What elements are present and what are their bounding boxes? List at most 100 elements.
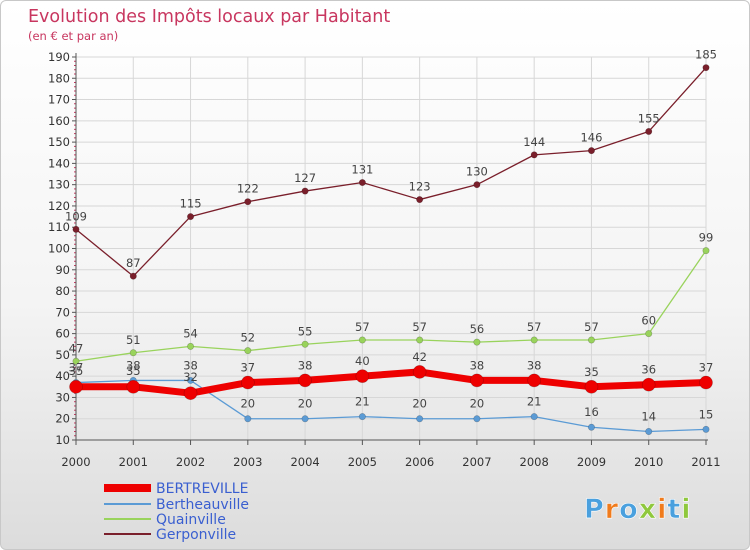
data-label-bertreville: 35 — [584, 365, 599, 379]
data-label-gerponville: 144 — [523, 135, 545, 149]
axes: 1020304050607080901001101201301401501601… — [48, 50, 721, 469]
data-label-quainville: 54 — [183, 326, 198, 340]
y-tick-label: 190 — [48, 50, 70, 64]
y-tick-label: 70 — [55, 305, 70, 319]
data-label-bertreville: 35 — [69, 364, 84, 378]
data-point-quainville — [645, 330, 653, 338]
x-tick-label: 2001 — [119, 455, 148, 469]
data-label-gerponville: 127 — [294, 171, 316, 185]
data-label-bertreville: 38 — [298, 358, 313, 372]
data-label-quainville: 56 — [470, 322, 485, 336]
y-tick-label: 110 — [48, 220, 70, 234]
data-label-bertheauville: 38 — [126, 358, 141, 372]
data-label-gerponville: 185 — [695, 48, 717, 62]
data-label-bertheauville: 14 — [641, 409, 656, 423]
y-tick-label: 50 — [55, 348, 70, 362]
grid-lines — [75, 56, 707, 441]
data-label-quainville: 57 — [412, 320, 427, 334]
data-label-bertreville: 37 — [240, 361, 255, 375]
y-tick-label: 40 — [55, 369, 70, 383]
series-lines — [69, 64, 713, 435]
data-label-bertheauville: 38 — [183, 358, 198, 372]
data-point-gerponville — [416, 196, 424, 204]
data-point-quainville — [530, 336, 538, 344]
data-point-gerponville — [645, 127, 653, 135]
data-label-gerponville: 146 — [580, 131, 602, 145]
data-label-quainville: 51 — [126, 333, 141, 347]
data-label-gerponville: 122 — [237, 182, 259, 196]
data-label-gerponville: 131 — [351, 163, 373, 177]
data-label-bertheauville: 20 — [470, 397, 485, 411]
data-point-bertreville — [69, 380, 83, 394]
data-point-bertheauville — [244, 415, 252, 423]
data-point-gerponville — [129, 272, 137, 280]
data-point-quainville — [416, 336, 424, 344]
data-label-gerponville: 155 — [638, 111, 660, 125]
data-label-bertreville: 38 — [527, 358, 542, 372]
y-tick-label: 30 — [55, 390, 70, 404]
data-label-gerponville: 87 — [126, 256, 141, 270]
data-point-gerponville — [702, 64, 710, 72]
series-line-bertreville — [76, 368, 707, 397]
y-tick-label: 160 — [48, 114, 70, 128]
data-label-bertreville: 36 — [641, 363, 656, 377]
chart-title: Evolution des Impôts locaux par Habitant — [28, 7, 390, 27]
y-tick-label: 90 — [55, 263, 70, 277]
data-label-bertheauville: 21 — [355, 395, 370, 409]
y-tick-label: 150 — [48, 135, 70, 149]
data-point-bertreville — [126, 380, 141, 394]
data-label-quainville: 57 — [527, 320, 542, 334]
data-point-bertreville — [584, 380, 599, 394]
data-point-gerponville — [358, 179, 366, 187]
data-point-bertheauville — [473, 415, 481, 423]
data-label-bertreville: 40 — [355, 354, 370, 368]
data-point-bertheauville — [645, 427, 653, 435]
data-labels: 109 87 115 122 127 131 123 130 144 146 155 185 47 51 5… — [65, 48, 717, 424]
data-label-bertheauville: 20 — [298, 397, 313, 411]
data-label-quainville: 55 — [298, 324, 313, 338]
data-point-gerponville — [473, 181, 481, 189]
x-tick-label: 2008 — [520, 455, 549, 469]
x-tick-label: 2007 — [462, 455, 491, 469]
data-label-gerponville: 109 — [65, 209, 87, 223]
x-tick-label: 2002 — [176, 455, 205, 469]
series-line-bertheauville — [75, 379, 707, 433]
data-label-quainville: 57 — [584, 320, 599, 334]
data-point-quainville — [72, 357, 80, 365]
data-point-gerponville — [530, 151, 538, 159]
series-line-gerponville — [75, 67, 707, 277]
data-point-bertheauville — [530, 413, 538, 421]
data-label-quainville: 57 — [355, 320, 370, 334]
data-label-gerponville: 130 — [466, 165, 488, 179]
data-label-bertheauville: 21 — [527, 395, 542, 409]
x-tick-label: 2010 — [634, 455, 663, 469]
y-tick-label: 120 — [48, 199, 70, 213]
data-point-bertheauville — [702, 425, 710, 433]
data-label-bertheauville: 37 — [69, 361, 84, 375]
x-tick-label: 2006 — [405, 455, 434, 469]
data-label-gerponville: 123 — [409, 180, 431, 194]
legend: BERTREVILLEBertheauvilleQuainvilleGerpon… — [104, 481, 249, 543]
data-label-bertreville: 35 — [126, 364, 141, 378]
data-point-bertreville — [355, 369, 370, 383]
data-point-bertheauville — [358, 413, 366, 421]
data-point-bertreville — [641, 377, 656, 392]
data-point-quainville — [473, 338, 481, 346]
legend-label-gerponville: Gerponville — [156, 527, 236, 543]
data-point-quainville — [702, 247, 710, 255]
data-label-bertreville: 38 — [470, 358, 485, 372]
data-label-gerponville: 115 — [180, 197, 202, 211]
data-label-bertreville: 42 — [412, 350, 427, 364]
data-point-gerponville — [72, 225, 80, 233]
data-label-quainville: 52 — [240, 331, 255, 345]
data-point-bertreville — [699, 375, 713, 390]
data-point-quainville — [244, 347, 252, 355]
data-point-bertreville — [412, 365, 427, 379]
data-label-bertheauville: 20 — [240, 397, 255, 411]
x-tick-label: 2000 — [61, 455, 90, 469]
data-point-quainville — [301, 340, 309, 348]
data-point-quainville — [587, 336, 595, 344]
y-tick-label: 80 — [55, 284, 70, 298]
